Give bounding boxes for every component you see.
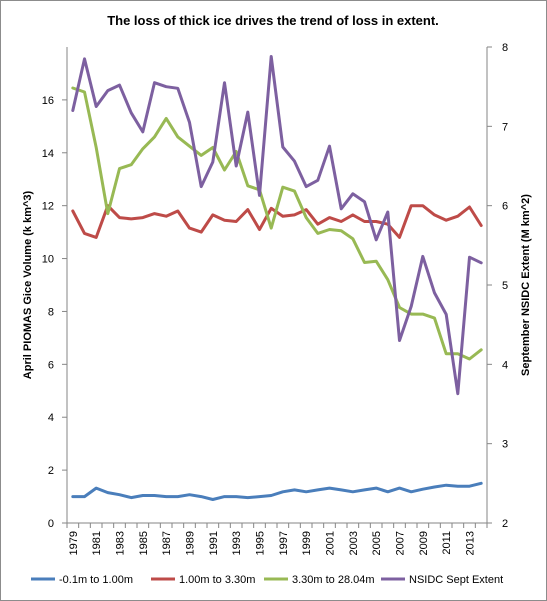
left-axis-tick-label: 0 bbox=[48, 518, 54, 530]
x-axis-tick-label: 1995 bbox=[255, 531, 267, 555]
right-axis-tick-label: 8 bbox=[502, 42, 508, 54]
left-axis-tick-label: 6 bbox=[48, 359, 54, 371]
left-axis-tick-label: 16 bbox=[42, 95, 54, 107]
x-axis-tick-label: 1983 bbox=[115, 531, 127, 555]
x-axis-tick-label: 2011 bbox=[441, 531, 453, 555]
legend-label: -0.1m to 1.00m bbox=[59, 574, 133, 586]
series-line-1 bbox=[71, 481, 483, 501]
right-axis-tick-label: 3 bbox=[502, 439, 508, 451]
x-axis-tick-label: 1999 bbox=[301, 531, 313, 555]
x-axis-tick-label: 1989 bbox=[185, 531, 197, 555]
x-axis-tick-label: 2009 bbox=[418, 531, 430, 555]
chart-title: The loss of thick ice drives the trend o… bbox=[107, 13, 439, 28]
left-axis-title: April PIOMAS Gice Volume (k km^3) bbox=[22, 190, 34, 379]
x-axis-tick-label: 1991 bbox=[208, 531, 220, 555]
x-axis-tick-label: 2007 bbox=[395, 531, 407, 555]
series-layer bbox=[71, 55, 483, 501]
left-axis-tick-label: 14 bbox=[42, 148, 54, 160]
x-axis-tick-label: 2001 bbox=[325, 531, 337, 555]
x-axis-tick-label: 1985 bbox=[138, 531, 150, 555]
right-axis-tick-label: 6 bbox=[502, 201, 508, 213]
left-axis-tick-label: 12 bbox=[42, 201, 54, 213]
legend-label: 3.30m to 28.04m bbox=[292, 574, 375, 586]
series-line-4 bbox=[71, 55, 483, 396]
x-axis-tick-label: 1997 bbox=[278, 531, 290, 555]
x-axis-tick-label: 1987 bbox=[161, 531, 173, 555]
x-axis-tick-label: 2003 bbox=[348, 531, 360, 555]
left-axis-tick-label: 4 bbox=[48, 412, 54, 424]
left-axis-tick-label: 10 bbox=[42, 254, 54, 266]
left-axis-tick-label: 8 bbox=[48, 306, 54, 318]
right-axis-tick-label: 2 bbox=[502, 518, 508, 530]
series-line-3 bbox=[71, 86, 483, 361]
axes: 0 2 4 6 8 10 12 14 16 2 3 4 5 6 7 8 1979 1981 1983 1985 1987… bbox=[22, 42, 532, 555]
x-axis-tick-label: 1979 bbox=[68, 531, 80, 555]
right-axis-tick-label: 4 bbox=[502, 359, 508, 371]
x-axis-tick-label: 2013 bbox=[465, 531, 477, 555]
legend-label: 1.00m to 3.30m bbox=[179, 574, 255, 586]
legend: -0.1m to 1.00m 1.00m to 3.30m 3.30m to 28.… bbox=[31, 574, 503, 586]
right-axis-title: September NSIDC Extent (M km^2) bbox=[520, 194, 532, 376]
right-axis-tick-label: 5 bbox=[502, 280, 508, 292]
left-axis-tick-label: 2 bbox=[48, 465, 54, 477]
x-axis-tick-label: 2005 bbox=[371, 531, 383, 555]
x-axis-tick-label: 1993 bbox=[231, 531, 243, 555]
x-axis-tick-label: 1981 bbox=[91, 531, 103, 555]
legend-label: NSIDC Sept Extent bbox=[409, 574, 503, 586]
right-axis-tick-label: 7 bbox=[502, 121, 508, 133]
